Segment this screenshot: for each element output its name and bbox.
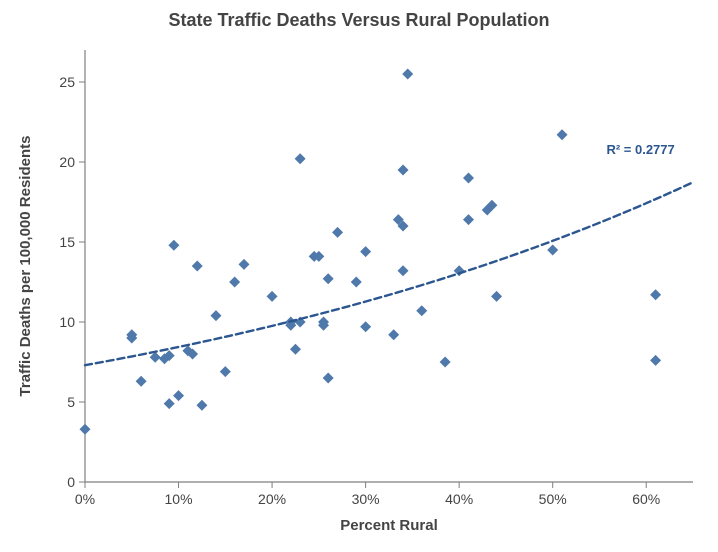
- data-point: [220, 366, 231, 377]
- y-tick-label: 15: [59, 234, 75, 250]
- data-point: [168, 240, 179, 251]
- data-point: [398, 165, 409, 176]
- x-tick-label: 40%: [445, 491, 473, 507]
- chart-svg: State Traffic Deaths Versus Rural Popula…: [0, 0, 718, 552]
- data-point: [388, 329, 399, 340]
- y-tick-label: 25: [59, 74, 75, 90]
- data-point: [402, 69, 413, 80]
- data-point: [332, 227, 343, 238]
- data-point: [463, 173, 474, 184]
- chart-title: State Traffic Deaths Versus Rural Popula…: [168, 10, 549, 30]
- data-point: [650, 289, 661, 300]
- data-point: [196, 400, 207, 411]
- x-tick-label: 10%: [165, 491, 193, 507]
- x-tick-label: 20%: [258, 491, 286, 507]
- trend-line: [85, 182, 693, 365]
- data-point: [416, 305, 427, 316]
- data-point: [290, 344, 301, 355]
- data-point: [295, 153, 306, 164]
- data-point: [351, 277, 362, 288]
- x-tick-label: 30%: [352, 491, 380, 507]
- y-axis-label: Traffic Deaths per 100,000 Residents: [17, 136, 34, 397]
- y-tick-label: 0: [67, 474, 75, 490]
- scatter-chart: State Traffic Deaths Versus Rural Popula…: [0, 0, 718, 552]
- data-point: [323, 273, 334, 284]
- x-tick-label: 60%: [632, 491, 660, 507]
- y-tick-label: 20: [59, 154, 75, 170]
- x-tick-label: 0%: [75, 491, 95, 507]
- data-point: [239, 259, 250, 270]
- data-point: [547, 245, 558, 256]
- data-point: [173, 390, 184, 401]
- r-squared-label: R² = 0.2777: [606, 142, 674, 157]
- data-point: [557, 129, 568, 140]
- y-tick-label: 10: [59, 314, 75, 330]
- data-point: [360, 321, 371, 332]
- data-point: [440, 357, 451, 368]
- data-point: [360, 246, 371, 257]
- data-point: [491, 291, 502, 302]
- data-point: [323, 373, 334, 384]
- data-point: [210, 310, 221, 321]
- data-point: [192, 261, 203, 272]
- data-point: [463, 214, 474, 225]
- data-point: [650, 355, 661, 366]
- data-point: [267, 291, 278, 302]
- data-point: [80, 424, 91, 435]
- data-point: [164, 398, 175, 409]
- x-tick-label: 50%: [539, 491, 567, 507]
- data-point: [229, 277, 240, 288]
- data-point: [136, 376, 147, 387]
- data-point: [398, 265, 409, 276]
- x-axis-label: Percent Rural: [340, 517, 438, 534]
- y-tick-label: 5: [67, 394, 75, 410]
